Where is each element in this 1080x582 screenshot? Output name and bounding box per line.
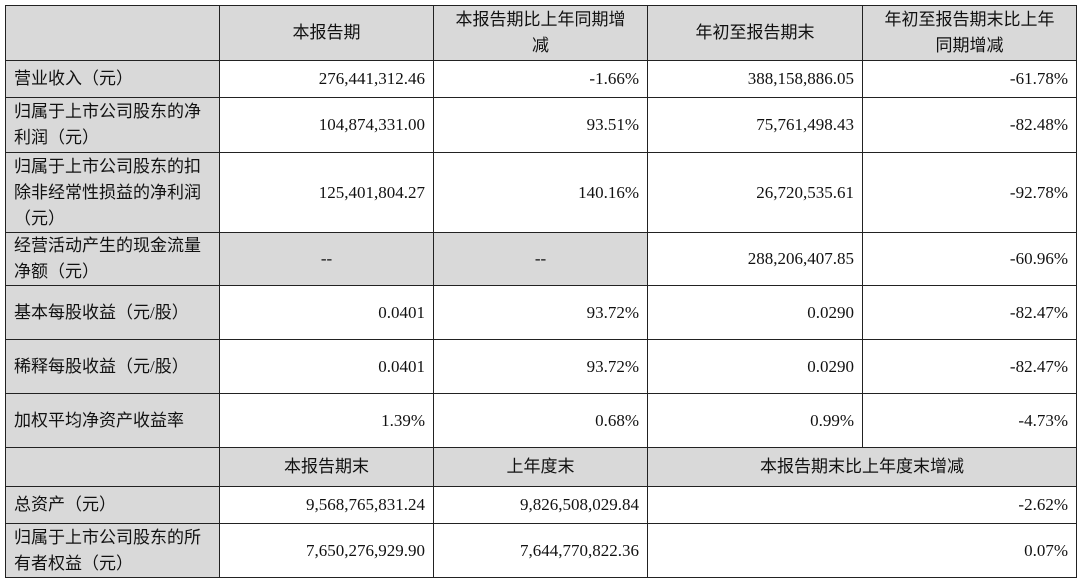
cell: -60.96% <box>862 232 1077 286</box>
cell: 140.16% <box>433 152 648 233</box>
cell: -82.47% <box>862 285 1077 340</box>
cell: 0.0290 <box>647 285 863 340</box>
cell: -1.66% <box>433 60 648 98</box>
row-label: 归属于上市公司股东的所有者权益（元） <box>5 523 220 578</box>
cell: 104,874,331.00 <box>219 97 434 153</box>
cell: 276,441,312.46 <box>219 60 434 98</box>
header-cell <box>5 447 220 487</box>
cell: 93.72% <box>433 339 648 394</box>
cell: 26,720,535.61 <box>647 152 863 233</box>
cell: -- <box>433 232 648 286</box>
header-row: 本报告期 本报告期比上年同期增减 年初至报告期末 年初至报告期末比上年同期增减 <box>5 5 1077 61</box>
cell: 0.0401 <box>219 339 434 394</box>
cell: 288,206,407.85 <box>647 232 863 286</box>
row-label: 基本每股收益（元/股） <box>5 285 220 340</box>
row-label: 营业收入（元） <box>5 60 220 98</box>
cell: -- <box>219 232 434 286</box>
table-row: 稀释每股收益（元/股） 0.0401 93.72% 0.0290 -82.47% <box>5 339 1077 394</box>
cell: -82.47% <box>862 339 1077 394</box>
cell: 0.0401 <box>219 285 434 340</box>
table-row: 加权平均净资产收益率 1.39% 0.68% 0.99% -4.73% <box>5 393 1077 448</box>
cell: 0.07% <box>647 523 1077 578</box>
cell: -4.73% <box>862 393 1077 448</box>
cell: -82.48% <box>862 97 1077 153</box>
row-label: 归属于上市公司股东的扣除非经常性损益的净利润（元） <box>5 152 220 233</box>
cell: 1.39% <box>219 393 434 448</box>
cell: 388,158,886.05 <box>647 60 863 98</box>
header-cell: 本报告期 <box>219 5 434 61</box>
header-cell: 本报告期末比上年度末增减 <box>647 447 1077 487</box>
header-cell: 本报告期比上年同期增减 <box>433 5 648 61</box>
table-row: 营业收入（元） 276,441,312.46 -1.66% 388,158,88… <box>5 60 1077 98</box>
cell: 9,826,508,029.84 <box>433 486 648 524</box>
table-row: 总资产（元） 9,568,765,831.24 9,826,508,029.84… <box>5 486 1077 524</box>
table-row: 基本每股收益（元/股） 0.0401 93.72% 0.0290 -82.47% <box>5 285 1077 340</box>
cell: 7,650,276,929.90 <box>219 523 434 578</box>
cell: -61.78% <box>862 60 1077 98</box>
cell: -2.62% <box>647 486 1077 524</box>
cell: 0.99% <box>647 393 863 448</box>
cell: 125,401,804.27 <box>219 152 434 233</box>
table-row: 归属于上市公司股东的所有者权益（元） 7,650,276,929.90 7,64… <box>5 523 1077 578</box>
financial-summary-table: 本报告期 本报告期比上年同期增减 年初至报告期末 年初至报告期末比上年同期增减 … <box>5 5 1077 578</box>
cell: 9,568,765,831.24 <box>219 486 434 524</box>
table-row: 归属于上市公司股东的扣除非经常性损益的净利润（元） 125,401,804.27… <box>5 152 1077 233</box>
cell: 7,644,770,822.36 <box>433 523 648 578</box>
header-cell: 年初至报告期末比上年同期增减 <box>862 5 1077 61</box>
cell: -92.78% <box>862 152 1077 233</box>
row-label: 稀释每股收益（元/股） <box>5 339 220 394</box>
cell: 93.51% <box>433 97 648 153</box>
table-row: 归属于上市公司股东的净利润（元） 104,874,331.00 93.51% 7… <box>5 97 1077 153</box>
cell: 0.68% <box>433 393 648 448</box>
row-label: 总资产（元） <box>5 486 220 524</box>
header-cell: 上年度末 <box>433 447 648 487</box>
header-row-2: 本报告期末 上年度末 本报告期末比上年度末增减 <box>5 447 1077 487</box>
cell: 0.0290 <box>647 339 863 394</box>
cell: 75,761,498.43 <box>647 97 863 153</box>
row-label: 归属于上市公司股东的净利润（元） <box>5 97 220 153</box>
header-cell: 本报告期末 <box>219 447 434 487</box>
header-cell: 年初至报告期末 <box>647 5 863 61</box>
row-label: 经营活动产生的现金流量净额（元） <box>5 232 220 286</box>
cell: 93.72% <box>433 285 648 340</box>
row-label: 加权平均净资产收益率 <box>5 393 220 448</box>
table-row: 经营活动产生的现金流量净额（元） -- -- 288,206,407.85 -6… <box>5 232 1077 286</box>
header-cell <box>5 5 220 61</box>
